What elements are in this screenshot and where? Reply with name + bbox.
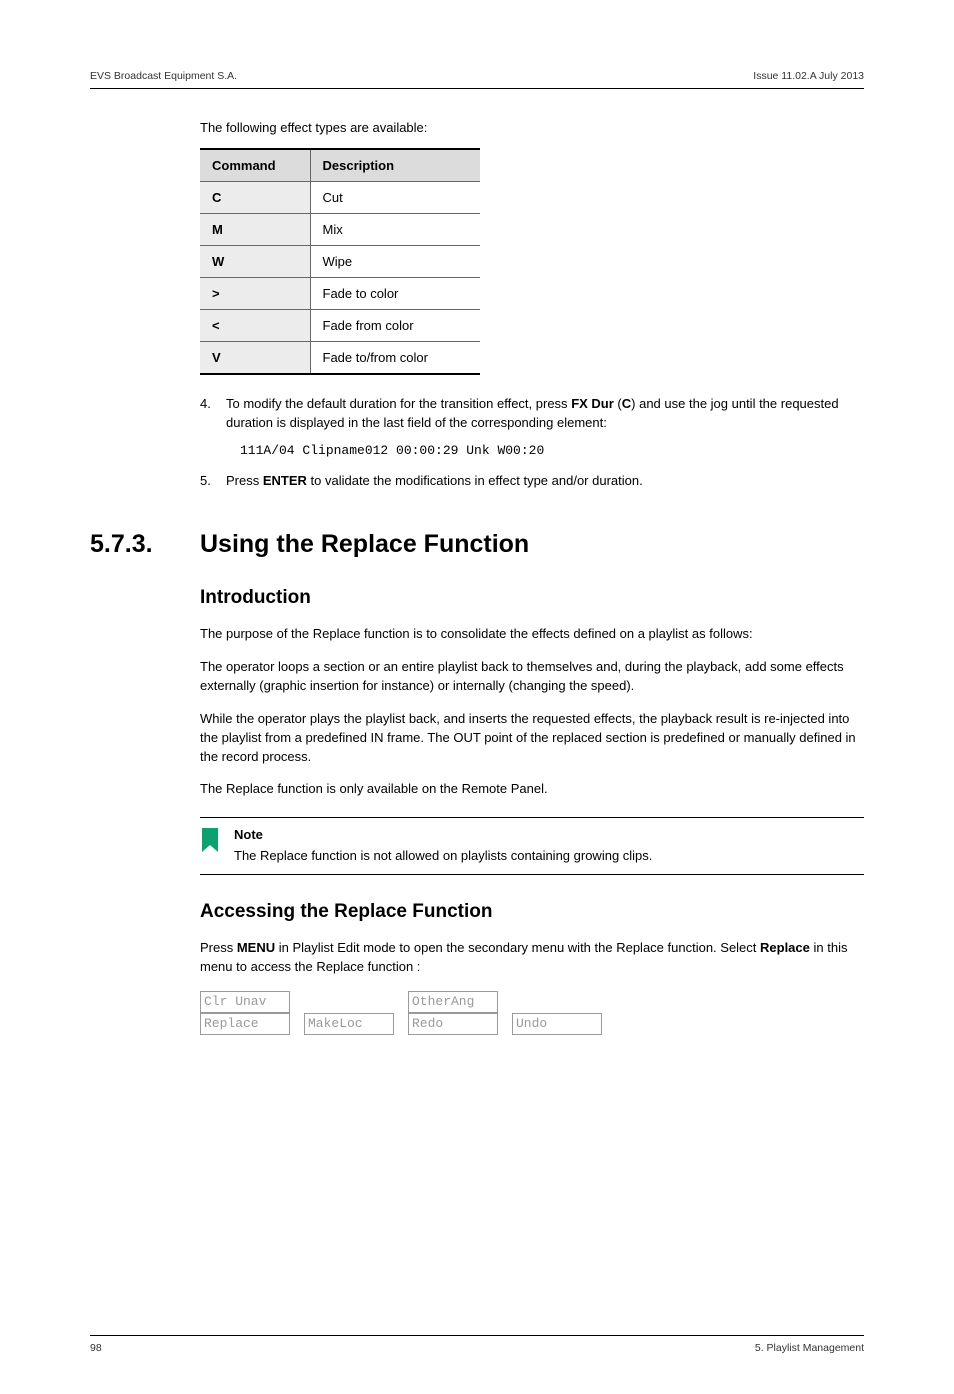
th-description: Description	[310, 149, 480, 182]
paragraph: Press MENU in Playlist Edit mode to open…	[200, 939, 864, 977]
table-intro: The following effect types are available…	[200, 119, 864, 138]
menu-button[interactable]: Replace	[200, 1013, 290, 1035]
note-text: Note The Replace function is not allowed…	[234, 826, 652, 866]
note-body: The Replace function is not allowed on p…	[234, 848, 652, 863]
menu-button-empty	[512, 991, 602, 1013]
menu-button[interactable]: Clr Unav	[200, 991, 290, 1013]
table-row: >Fade to color	[200, 277, 480, 309]
step-number: 4.	[200, 395, 226, 433]
menu-button[interactable]: Undo	[512, 1013, 602, 1035]
step-5: 5. Press ENTER to validate the modificat…	[200, 472, 864, 491]
header-left: EVS Broadcast Equipment S.A.	[90, 70, 237, 82]
page-number: 98	[90, 1342, 102, 1354]
paragraph: The purpose of the Replace function is t…	[200, 625, 864, 644]
table-row: MMix	[200, 213, 480, 245]
subheading-accessing: Accessing the Replace Function	[200, 901, 864, 923]
th-command: Command	[200, 149, 310, 182]
header-right: Issue 11.02.A July 2013	[753, 70, 864, 82]
note-box: Note The Replace function is not allowed…	[200, 817, 864, 875]
menu-button[interactable]: MakeLoc	[304, 1013, 394, 1035]
command-table: Command Description CCut MMix WWipe >Fad…	[200, 148, 480, 375]
subheading-introduction: Introduction	[200, 587, 864, 609]
paragraph: While the operator plays the playlist ba…	[200, 710, 864, 767]
footer-section: 5. Playlist Management	[755, 1342, 864, 1354]
step-number: 5.	[200, 472, 226, 491]
section-title: Using the Replace Function	[200, 530, 529, 559]
section-number: 5.7.3.	[90, 530, 200, 559]
menu-button[interactable]: Redo	[408, 1013, 498, 1035]
page-footer: 98 5. Playlist Management	[90, 1335, 864, 1354]
section-heading: 5.7.3. Using the Replace Function	[90, 530, 864, 559]
button-grid: Clr Unav OtherAng Replace MakeLoc Redo U…	[200, 991, 864, 1035]
code-example: 111A/04 Clipname012 00:00:29 Unk W00:20	[240, 443, 864, 458]
table-row: VFade to/from color	[200, 341, 480, 374]
page-header: EVS Broadcast Equipment S.A. Issue 11.02…	[90, 70, 864, 89]
step-body: To modify the default duration for the t…	[226, 395, 864, 433]
note-label: Note	[234, 826, 652, 845]
paragraph: The operator loops a section or an entir…	[200, 658, 864, 696]
step-body: Press ENTER to validate the modification…	[226, 472, 864, 491]
table-row: WWipe	[200, 245, 480, 277]
table-row: CCut	[200, 181, 480, 213]
paragraph: The Replace function is only available o…	[200, 780, 864, 799]
step-4: 4. To modify the default duration for th…	[200, 395, 864, 433]
menu-button-empty	[304, 991, 394, 1013]
bookmark-icon	[200, 826, 234, 854]
menu-button[interactable]: OtherAng	[408, 991, 498, 1013]
table-row: <Fade from color	[200, 309, 480, 341]
